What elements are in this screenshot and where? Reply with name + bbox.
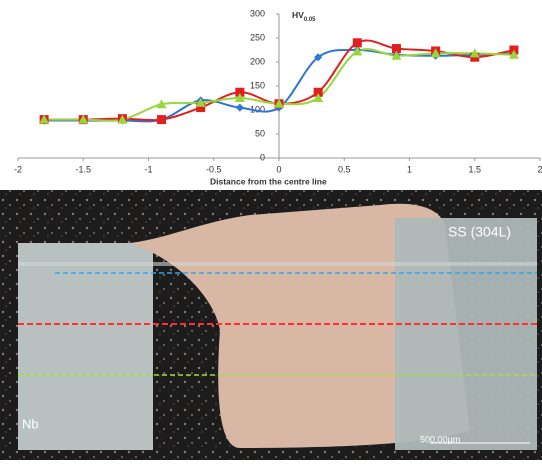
x-tick-label: -1 — [144, 164, 152, 174]
point — [353, 38, 362, 47]
x-tick-label: 1.5 — [468, 164, 481, 174]
y-axis-title: HV0.05 — [292, 10, 316, 22]
x-tick-label: -2 — [14, 164, 22, 174]
micrograph: SS (304L) Nb 500.00µm — [0, 190, 542, 460]
x-tick-label: 2 — [537, 164, 542, 174]
point — [236, 104, 244, 112]
x-tick-label: 0 — [276, 164, 281, 174]
ss-label: SS (304L) — [448, 224, 511, 240]
y-tick-label: 50 — [255, 128, 265, 138]
figure: SS (304L) Nb 500.00µm Distance from the … — [0, 0, 542, 460]
x-tick-label: -1.5 — [75, 164, 91, 174]
y-tick-label: 200 — [250, 56, 265, 66]
scale-label: 500.00µm — [420, 434, 460, 444]
y-tick-label: 150 — [250, 80, 265, 90]
y-tick-label: 250 — [250, 32, 265, 42]
y-tick-label: 0 — [260, 152, 265, 162]
x-tick-label: -0.5 — [206, 164, 222, 174]
x-axis-title: Distance from the centre line — [210, 176, 327, 186]
y-axis-title-main: HV — [292, 10, 304, 20]
point — [157, 115, 166, 124]
nb-label: Nb — [22, 416, 39, 431]
ss-region — [395, 218, 537, 450]
page: SS (304L) Nb 500.00µm Distance from the … — [0, 0, 542, 460]
x-tick-label: 1 — [407, 164, 412, 174]
band — [18, 262, 537, 266]
y-tick-label: 300 — [250, 8, 265, 18]
x-tick-label: 0.5 — [338, 164, 351, 174]
y-axis-title-sub: 0.05 — [304, 17, 316, 23]
